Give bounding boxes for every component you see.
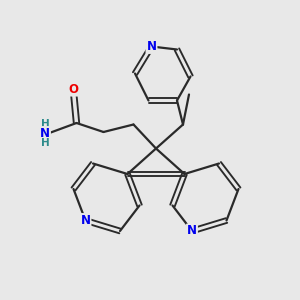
- Text: N: N: [187, 224, 197, 238]
- Text: N: N: [40, 127, 50, 140]
- Text: O: O: [68, 82, 79, 96]
- Text: H: H: [40, 119, 50, 129]
- Text: N: N: [80, 214, 91, 227]
- Text: H: H: [40, 138, 50, 148]
- Text: N: N: [146, 40, 157, 53]
